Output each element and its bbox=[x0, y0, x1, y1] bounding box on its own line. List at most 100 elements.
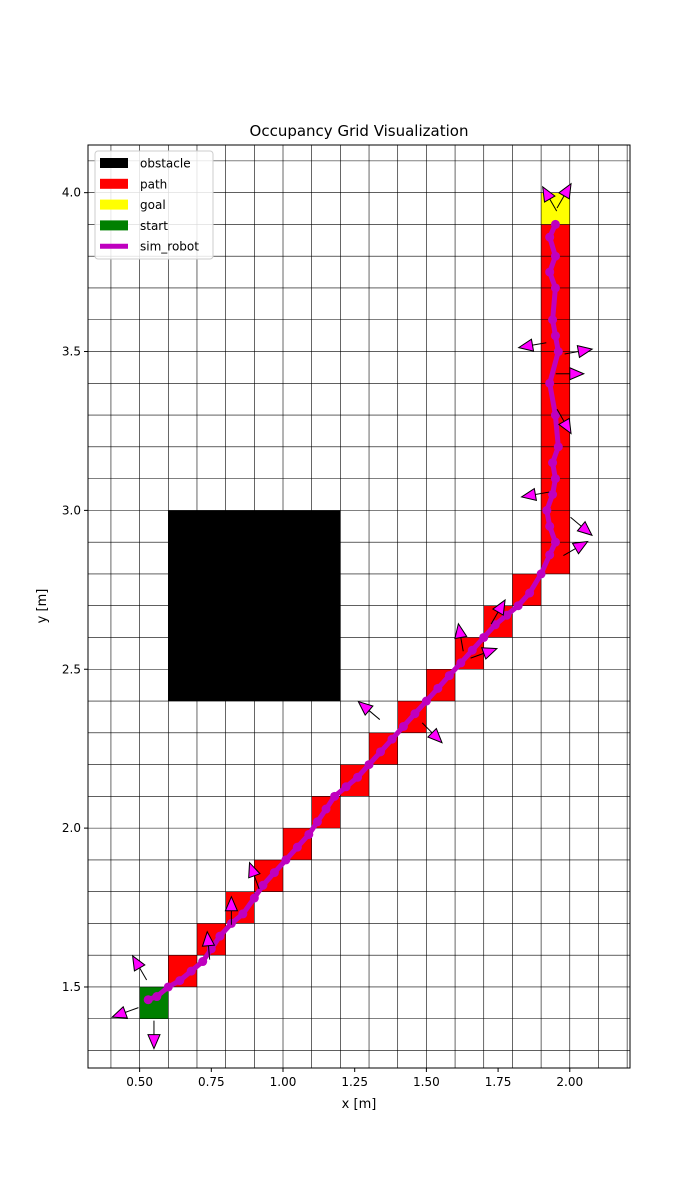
heading-arrow-head bbox=[357, 700, 374, 717]
sim-robot-point bbox=[398, 721, 408, 731]
robot-heading-arrow bbox=[201, 930, 216, 960]
x-tick-label: 2.00 bbox=[556, 1075, 583, 1089]
sim-robot-point bbox=[421, 696, 431, 706]
sim-robot-point bbox=[321, 804, 331, 814]
sim-robot-point bbox=[548, 490, 558, 500]
heading-arrow-shaft bbox=[532, 342, 547, 346]
sim-robot-point bbox=[553, 442, 563, 452]
legend-label-path: path bbox=[140, 177, 167, 191]
y-tick-label: 1.5 bbox=[62, 980, 81, 994]
robot-heading-arrow bbox=[517, 338, 547, 352]
heading-arrow-head bbox=[147, 1034, 161, 1050]
sim-robot-point bbox=[269, 868, 279, 878]
legend-label-goal: goal bbox=[140, 198, 166, 212]
robot-heading-arrow bbox=[470, 647, 499, 660]
heading-arrow-shaft bbox=[368, 710, 381, 720]
x-tick-label: 1.50 bbox=[413, 1075, 440, 1089]
sim-robot-point bbox=[525, 588, 535, 598]
y-axis-label: y [m] bbox=[35, 589, 50, 624]
sim-robot-point bbox=[364, 760, 374, 770]
sim-robot-point bbox=[152, 992, 162, 1002]
heading-arrow-head bbox=[557, 417, 572, 435]
heading-arrow-head bbox=[454, 622, 468, 640]
heading-arrow-head bbox=[517, 338, 535, 352]
robot-heading-arrow bbox=[556, 409, 572, 435]
heading-arrow-shaft bbox=[139, 967, 148, 981]
x-tick-label: 0.75 bbox=[198, 1075, 225, 1089]
heading-arrow-head bbox=[520, 487, 538, 502]
robot-heading-arrow bbox=[147, 1020, 161, 1050]
sim-robot-point bbox=[215, 931, 225, 941]
heading-arrow-head bbox=[491, 598, 506, 616]
sim-robot-point bbox=[550, 251, 560, 261]
heading-arrow-shaft bbox=[570, 516, 582, 527]
robot-heading-arrow bbox=[224, 895, 239, 925]
x-tick-label: 0.50 bbox=[126, 1075, 153, 1089]
sim-robot-point bbox=[513, 601, 523, 611]
sim-robot-point bbox=[490, 620, 500, 630]
sim-robot-point bbox=[163, 982, 173, 992]
sim-robot-point bbox=[545, 378, 555, 388]
robot-heading-arrow bbox=[556, 182, 572, 209]
heading-arrow-shaft bbox=[207, 945, 211, 960]
legend-swatch-obstacle bbox=[100, 158, 128, 168]
legend-frame bbox=[94, 150, 214, 260]
heading-arrow-shaft bbox=[490, 611, 499, 625]
sim-robot-point bbox=[536, 569, 546, 579]
x-tick-label: 1.25 bbox=[341, 1075, 368, 1089]
sim-robot-point bbox=[545, 550, 555, 560]
legend-label-start: start bbox=[140, 219, 168, 233]
x-axis: 0.50 0.75 1.00 1.25 1.50 1.75 2.00 bbox=[126, 1068, 583, 1089]
robot-heading-arrow bbox=[520, 487, 550, 502]
sim-robot-point bbox=[550, 331, 560, 341]
heading-arrow-head bbox=[571, 540, 589, 555]
sim-robot-point bbox=[548, 458, 558, 468]
sim-robot-point bbox=[550, 283, 560, 293]
heading-arrow-head bbox=[426, 727, 443, 744]
y-tick-label: 2.5 bbox=[62, 662, 81, 676]
robot-heading-arrow bbox=[490, 598, 506, 625]
heading-arrow-head bbox=[569, 367, 586, 381]
sim-robot-point bbox=[175, 976, 185, 986]
heading-arrow-head bbox=[201, 930, 216, 947]
y-tick-label: 2.0 bbox=[62, 821, 81, 835]
sim-robot-point bbox=[292, 842, 302, 852]
robot-heading-arrow bbox=[248, 861, 261, 890]
legend-swatch-start bbox=[100, 220, 128, 231]
sim-robot-point bbox=[479, 632, 489, 642]
heading-arrow-head bbox=[224, 895, 239, 912]
heading-arrow-head bbox=[110, 1005, 129, 1019]
robot-heading-arrow bbox=[563, 540, 589, 556]
heading-arrow-head bbox=[248, 861, 261, 879]
heading-arrow-shaft bbox=[421, 722, 433, 734]
robot-heading-arrow bbox=[421, 722, 443, 744]
robot-heading-arrow bbox=[357, 700, 381, 720]
sim-robot-point bbox=[467, 645, 477, 655]
legend-swatch-path bbox=[100, 178, 128, 189]
sim-robot-point bbox=[456, 658, 466, 668]
sim-robot-point bbox=[304, 829, 314, 839]
x-axis-label: x [m] bbox=[342, 1097, 377, 1112]
legend-label-sim_robot: sim_robot bbox=[140, 240, 199, 254]
heading-arrow-shaft bbox=[564, 351, 579, 355]
sim-robot-point bbox=[198, 957, 208, 967]
sim-robot-point bbox=[550, 410, 560, 420]
sim-robot-point bbox=[550, 474, 560, 484]
robot-heading-arrow bbox=[555, 367, 586, 381]
y-axis: 1.5 2.0 2.5 3.0 3.5 4.0 bbox=[62, 186, 88, 994]
plot-frame bbox=[87, 144, 631, 1069]
heading-arrow-head bbox=[576, 344, 594, 359]
sim-robot-point bbox=[312, 817, 322, 827]
sim-robot-point bbox=[502, 610, 512, 620]
sim-robot-point bbox=[550, 537, 560, 547]
sim-robot-point bbox=[548, 315, 558, 325]
heading-arrow-shaft bbox=[470, 652, 484, 659]
robot-heading-arrow bbox=[542, 185, 558, 212]
robot-heading-arrow bbox=[131, 954, 148, 981]
x-tick-label: 1.75 bbox=[485, 1075, 512, 1089]
heading-arrow-shaft bbox=[535, 491, 550, 495]
sim-robot-point bbox=[281, 855, 291, 865]
sim-robot-point bbox=[545, 267, 555, 277]
sim-robot-point bbox=[238, 909, 248, 919]
